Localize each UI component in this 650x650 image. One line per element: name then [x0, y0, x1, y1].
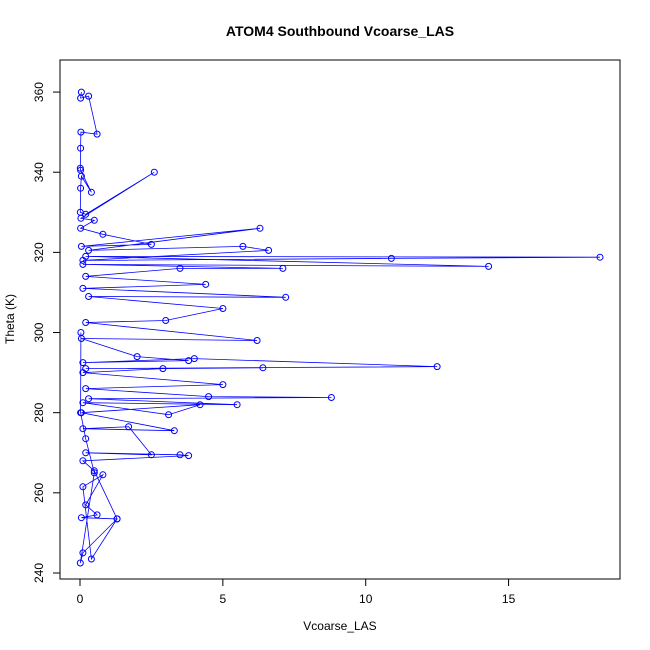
data-point — [79, 399, 87, 407]
data-point — [82, 252, 90, 260]
data-point — [85, 246, 93, 254]
data-point — [79, 483, 87, 491]
data-point — [82, 210, 90, 218]
data-point — [233, 401, 241, 409]
data-point — [79, 549, 87, 557]
x-axis: 0 5 10 15 — [77, 578, 516, 606]
y-tick-label: 300 — [32, 322, 46, 342]
data-point — [77, 128, 85, 136]
data-point — [253, 337, 261, 344]
data-point — [93, 130, 101, 138]
y-axis: 240 260 280 300 320 340 360 — [32, 82, 61, 583]
data-point — [327, 394, 335, 401]
data-point — [265, 246, 273, 254]
data-point — [87, 188, 95, 196]
data-point — [165, 411, 173, 419]
data-point — [90, 467, 98, 475]
y-tick-label: 320 — [32, 242, 46, 262]
data-point — [282, 293, 290, 301]
data-point — [256, 224, 264, 232]
data-point — [202, 280, 210, 288]
series-line — [79, 92, 601, 564]
data-point — [596, 253, 604, 261]
data-point — [99, 230, 107, 238]
data-point — [90, 216, 98, 224]
data-point — [82, 435, 90, 443]
data-point — [77, 214, 85, 222]
data-point — [147, 240, 155, 248]
data-point — [162, 317, 170, 324]
data-point — [76, 559, 84, 567]
data-point — [485, 262, 493, 270]
plot-frame — [59, 59, 621, 580]
data-point — [147, 451, 155, 459]
data-point — [219, 381, 227, 389]
data-point — [82, 385, 90, 393]
x-tick-label: 15 — [502, 592, 516, 606]
x-tick-label: 10 — [359, 592, 373, 606]
data-point — [82, 272, 90, 280]
x-tick-label: 0 — [77, 592, 84, 606]
x-axis-label: Vcoarse_LAS — [303, 619, 376, 633]
data-point — [190, 355, 198, 363]
data-point — [77, 242, 85, 250]
data-point — [77, 94, 85, 102]
data-point — [205, 393, 213, 401]
data-point — [159, 365, 167, 373]
chart-title: ATOM4 Southbound Vcoarse_LAS — [226, 23, 454, 39]
data-point — [79, 425, 87, 433]
data-point — [79, 260, 87, 268]
x-tick-label: 5 — [220, 592, 227, 606]
data-point — [82, 449, 90, 457]
data-point — [77, 144, 85, 152]
data-point — [77, 329, 85, 336]
data-point — [77, 409, 85, 417]
data-point — [196, 401, 204, 409]
data-point — [79, 284, 87, 292]
data-point — [87, 555, 95, 563]
data-point — [85, 293, 93, 300]
y-tick-label: 340 — [32, 162, 46, 182]
data-point — [170, 427, 178, 435]
data-point — [387, 254, 395, 262]
data-point — [133, 353, 141, 361]
data-point — [82, 501, 90, 509]
data-point — [113, 515, 121, 523]
y-tick-label: 360 — [32, 82, 46, 102]
data-point — [79, 359, 87, 367]
data-point — [90, 469, 98, 477]
data-point — [176, 264, 184, 272]
y-tick-label: 280 — [32, 402, 46, 422]
data-point — [150, 168, 158, 176]
data-point — [79, 457, 87, 465]
series-layer — [76, 88, 604, 567]
data-point — [77, 514, 85, 522]
data-point — [219, 305, 227, 312]
data-point — [125, 423, 133, 431]
data-point — [99, 471, 107, 479]
data-point — [433, 363, 441, 371]
data-point — [85, 395, 93, 403]
data-point — [82, 319, 90, 326]
data-point — [93, 511, 101, 519]
y-tick-label: 240 — [32, 563, 46, 583]
data-point — [259, 364, 267, 372]
data-point — [185, 452, 193, 460]
data-point — [239, 242, 247, 250]
data-point — [79, 369, 87, 377]
data-point — [279, 264, 287, 272]
data-point — [77, 184, 85, 192]
data-point — [77, 224, 85, 232]
y-tick-label: 260 — [32, 483, 46, 503]
data-point — [85, 92, 93, 100]
data-point — [77, 172, 85, 180]
data-point — [176, 451, 184, 459]
y-axis-label: Theta (K) — [3, 294, 17, 344]
